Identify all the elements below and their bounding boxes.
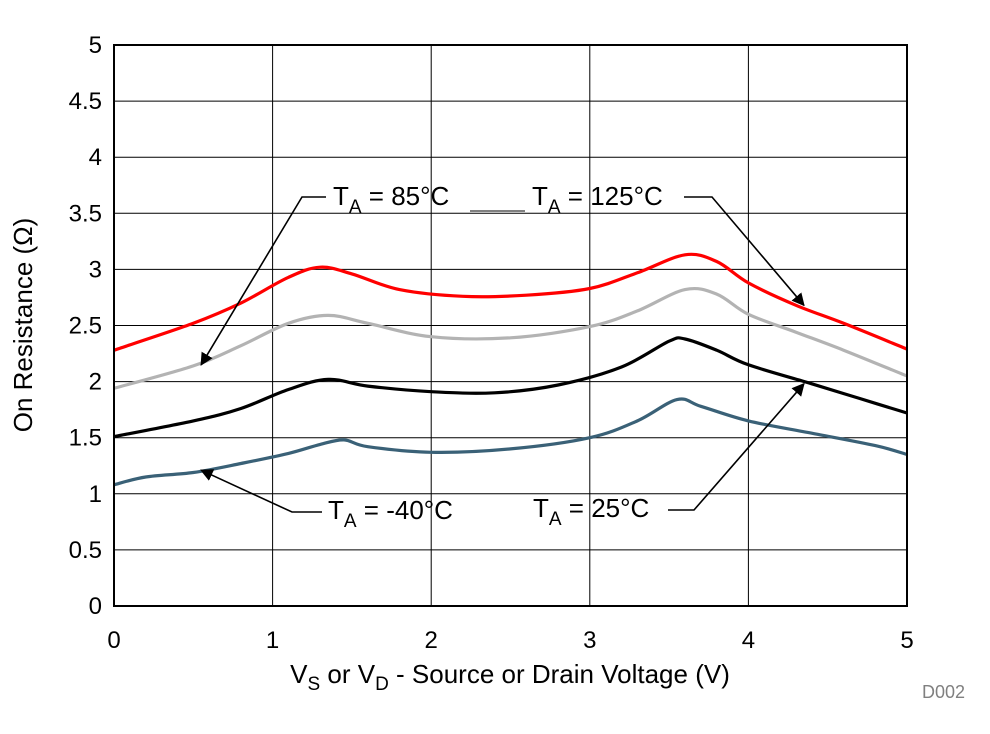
y-tick-label: 5 <box>89 32 102 59</box>
y-tick-labels: 0 0.5 1 1.5 2 2.5 3 3.5 4 4.5 5 <box>69 32 102 620</box>
y-tick-label: 0.5 <box>69 537 102 564</box>
series-line-85c <box>113 286 908 390</box>
y-tick-label: 4.5 <box>69 88 102 115</box>
grid-lines <box>113 44 908 607</box>
annotation-minus40c: TA = -40°C <box>328 495 453 532</box>
y-tick-label: 2 <box>89 369 102 396</box>
series-line-minus40c <box>113 397 908 487</box>
x-tick-label: 3 <box>583 627 596 654</box>
series-group <box>113 252 908 487</box>
annotation-25c: TA = 25°C <box>533 493 649 530</box>
x-tick-label: 4 <box>742 627 755 654</box>
y-tick-label: 4 <box>89 144 102 171</box>
series-line-25c <box>113 336 908 439</box>
y-tick-label: 3.5 <box>69 200 102 227</box>
annotation-arrows <box>200 196 805 513</box>
figure-code: D002 <box>922 682 965 702</box>
x-axis-title: VS or VD - Source or Drain Voltage (V) <box>290 659 730 695</box>
y-tick-label: 1.5 <box>69 425 102 452</box>
x-tick-label: 0 <box>107 627 120 654</box>
x-tick-label: 1 <box>266 627 279 654</box>
annotation-125c: TA = 125°C <box>532 181 663 218</box>
x-tick-label: 2 <box>425 627 438 654</box>
arrow-125c <box>684 196 805 307</box>
arrow-85c <box>200 196 326 366</box>
arrow-25c <box>668 382 805 511</box>
x-tick-label: 5 <box>900 627 913 654</box>
arrow-minus40c <box>200 469 322 513</box>
y-tick-label: 1 <box>89 481 102 508</box>
plot-frame <box>113 44 908 607</box>
y-axis-title: On Resistance (Ω) <box>8 218 38 433</box>
y-tick-label: 2.5 <box>69 313 102 340</box>
annotation-85c: TA = 85°C <box>333 181 449 218</box>
x-tick-labels: 0 1 2 3 4 5 <box>107 627 913 654</box>
y-tick-label: 3 <box>89 256 102 283</box>
series-line-125c <box>113 252 908 352</box>
annotation-labels: TA = 85°C TA = 125°C TA = -40°C TA = 25°… <box>328 181 663 532</box>
y-tick-label: 0 <box>89 593 102 620</box>
